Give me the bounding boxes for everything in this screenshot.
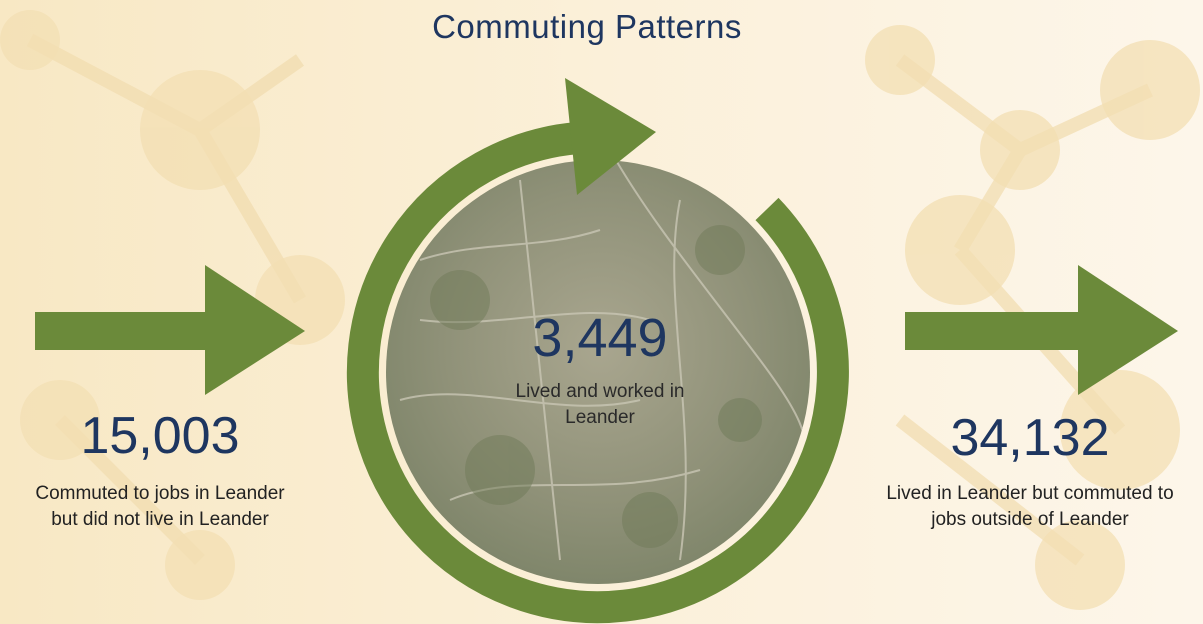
title: Commuting Patterns xyxy=(432,8,742,45)
inbound-value: 15,003 xyxy=(80,407,240,465)
local-label: Lived and worked in Leander xyxy=(515,381,685,428)
outbound-label: Lived in Leander but commuted to jobs ou… xyxy=(886,483,1174,530)
arrows xyxy=(35,78,1178,624)
outbound-value: 34,132 xyxy=(950,409,1110,467)
network-nodes xyxy=(0,10,1200,610)
aerial-map xyxy=(386,160,810,584)
cycle-arrowhead xyxy=(565,78,656,195)
inbound-arrowhead xyxy=(205,265,305,395)
inbound-arrow-shaft xyxy=(35,312,210,350)
outbound-arrow-shaft xyxy=(905,312,1083,350)
outbound-arrowhead xyxy=(1078,265,1178,395)
cycle-ring xyxy=(346,122,849,624)
local-value: 3,449 xyxy=(532,308,668,368)
inbound-label: Commuted to jobs in Leander but did not … xyxy=(35,483,285,530)
